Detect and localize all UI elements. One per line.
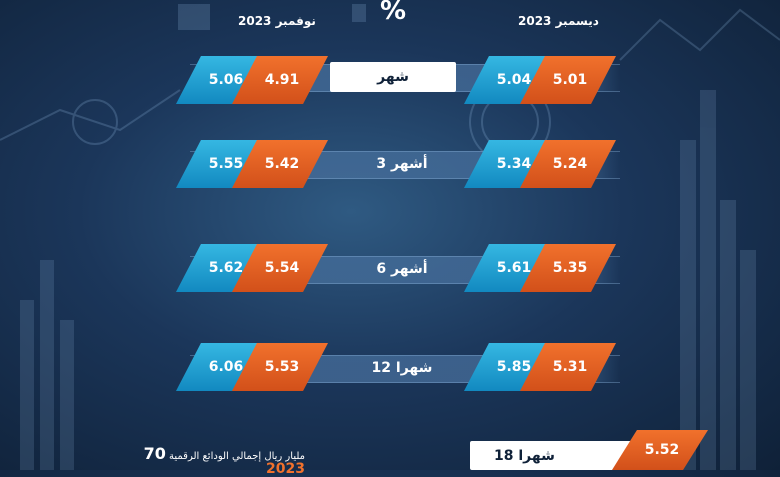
footer-line1: مليار ريال إجمالي الودائع الرقمية [169,451,305,462]
footer-number: 70 [143,444,166,463]
footer-caption: 70 مليار ريال إجمالي الودائع الرقمية 202… [110,446,305,477]
month-label-december: ديسمبر 2023 [518,14,599,28]
term-label-2: 3 أشهر [376,156,428,172]
percent-symbol: % [379,0,407,26]
footer-year: 2023 [266,461,305,477]
rate-dec-orange-5: 5.52 [612,430,708,470]
term-label-3: 6 أشهر [376,261,428,277]
month-label-november: نوفمبر 2023 [238,14,316,28]
rate-nov-orange-2: 5.42 [232,140,328,188]
term-box-1: شهر [330,62,456,92]
term-label-4: 12 شهرا [371,360,433,376]
